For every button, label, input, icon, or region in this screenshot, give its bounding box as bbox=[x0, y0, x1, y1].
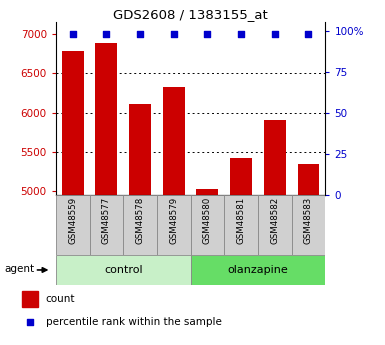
Bar bbox=[129, 104, 151, 195]
Bar bbox=[298, 164, 320, 195]
Text: percentile rank within the sample: percentile rank within the sample bbox=[45, 317, 221, 327]
Text: count: count bbox=[45, 294, 75, 304]
Bar bbox=[56, 255, 191, 285]
Text: GSM48578: GSM48578 bbox=[136, 197, 144, 244]
Bar bbox=[157, 195, 191, 255]
Text: control: control bbox=[104, 265, 142, 275]
Text: GSM48583: GSM48583 bbox=[304, 197, 313, 244]
Bar bbox=[191, 195, 224, 255]
Point bbox=[137, 31, 143, 37]
Text: agent: agent bbox=[5, 264, 35, 274]
Bar bbox=[123, 195, 157, 255]
Bar bbox=[163, 87, 185, 195]
Point bbox=[171, 31, 177, 37]
Text: GSM48577: GSM48577 bbox=[102, 197, 111, 244]
Bar bbox=[264, 120, 286, 195]
Point bbox=[70, 31, 76, 37]
Text: GSM48581: GSM48581 bbox=[237, 197, 246, 244]
Bar bbox=[196, 189, 218, 195]
Point bbox=[27, 319, 33, 325]
Point bbox=[204, 31, 211, 37]
Bar bbox=[224, 195, 258, 255]
Text: GSM48582: GSM48582 bbox=[270, 197, 279, 244]
Text: olanzapine: olanzapine bbox=[228, 265, 288, 275]
Point bbox=[305, 31, 311, 37]
Text: GSM48579: GSM48579 bbox=[169, 197, 178, 244]
Title: GDS2608 / 1383155_at: GDS2608 / 1383155_at bbox=[113, 8, 268, 21]
Bar bbox=[89, 195, 123, 255]
Text: GSM48580: GSM48580 bbox=[203, 197, 212, 244]
Point bbox=[103, 31, 109, 37]
Bar bbox=[258, 195, 292, 255]
Bar bbox=[292, 195, 325, 255]
Bar bbox=[95, 43, 117, 195]
Point bbox=[272, 31, 278, 37]
Text: GSM48559: GSM48559 bbox=[68, 197, 77, 244]
Bar bbox=[62, 51, 84, 195]
Bar bbox=[56, 195, 89, 255]
Bar bbox=[230, 158, 252, 195]
Bar bbox=[22, 291, 38, 307]
Point bbox=[238, 31, 244, 37]
Bar bbox=[191, 255, 325, 285]
